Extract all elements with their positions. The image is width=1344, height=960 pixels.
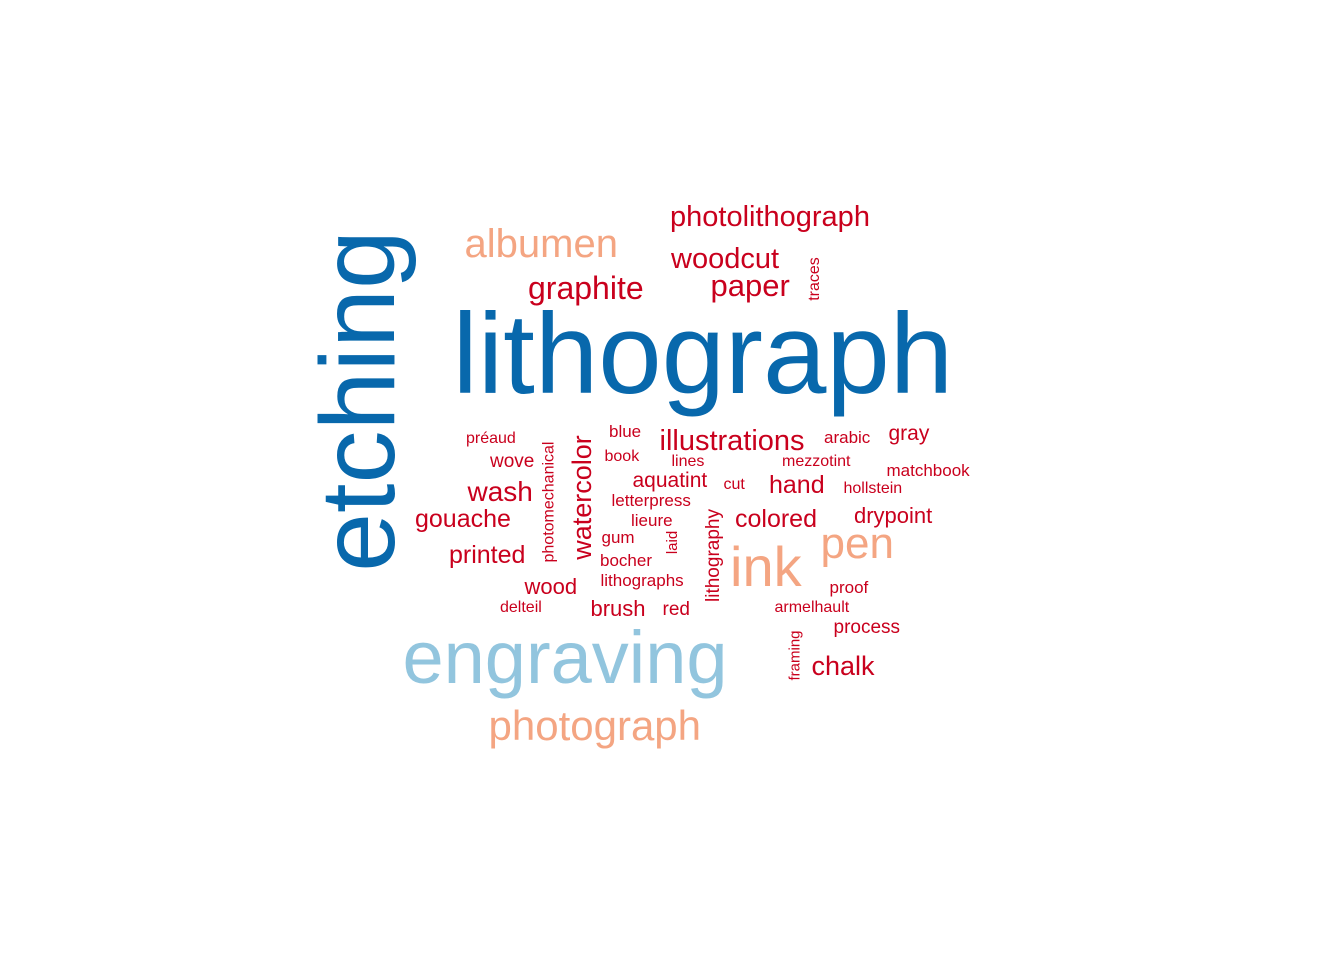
- word-etching: etching: [298, 230, 417, 572]
- word-graphite: graphite: [528, 270, 644, 306]
- word-laid: laid: [663, 530, 681, 554]
- word-delteil: delteil: [500, 599, 542, 616]
- word-lithograph: lithograph: [452, 291, 954, 418]
- word-watercolor: watercolor: [566, 434, 597, 560]
- word-engraving: engraving: [402, 616, 728, 699]
- word-photograph: photograph: [488, 702, 702, 749]
- word-lieure: lieure: [631, 510, 673, 530]
- word-illustrations: illustrations: [659, 424, 805, 457]
- word-albumen: albumen: [464, 222, 618, 266]
- word-wash: wash: [467, 476, 533, 507]
- word-brush: brush: [590, 596, 646, 621]
- word-process: process: [833, 616, 901, 638]
- word-ink: ink: [730, 535, 802, 598]
- word-matchbook: matchbook: [886, 460, 970, 480]
- word-gum: gum: [601, 527, 635, 547]
- word-chalk: chalk: [811, 650, 875, 681]
- word-drypoint: drypoint: [854, 503, 933, 528]
- word-lithography: lithography: [702, 508, 724, 602]
- word-woodcut: woodcut: [671, 242, 780, 275]
- word-photolithograph: photolithograph: [670, 200, 870, 233]
- word-bocher: bocher: [600, 550, 652, 570]
- word-hand: hand: [769, 470, 825, 499]
- word-lithographs: lithographs: [600, 570, 684, 590]
- word-paper: paper: [710, 267, 790, 303]
- word-mezzotint: mezzotint: [782, 453, 851, 470]
- word-arabic: arabic: [824, 427, 871, 447]
- word-preaud: préaud: [466, 430, 516, 447]
- word-colored: colored: [735, 504, 817, 533]
- word-armelhault: armelhault: [774, 599, 850, 616]
- word-cut: cut: [723, 476, 745, 493]
- word-letterpress: letterpress: [611, 490, 691, 510]
- word-hollstein: hollstein: [843, 480, 903, 497]
- word-gray: gray: [888, 421, 930, 445]
- word-blue: blue: [609, 421, 642, 441]
- word-red: red: [662, 598, 690, 620]
- word-wove: wove: [490, 450, 535, 472]
- word-photomechanical: photomechanical: [539, 441, 557, 563]
- word-traces: traces: [805, 257, 823, 301]
- word-lines: lines: [671, 453, 705, 470]
- word-gouache: gouache: [415, 504, 511, 533]
- word-aquatint: aquatint: [632, 468, 708, 492]
- word-book: book: [604, 448, 640, 465]
- word-printed: printed: [449, 540, 526, 569]
- word-proof: proof: [829, 577, 869, 597]
- word-framing: framing: [786, 629, 804, 681]
- word-pen: pen: [820, 519, 894, 568]
- word-wood: wood: [524, 574, 578, 599]
